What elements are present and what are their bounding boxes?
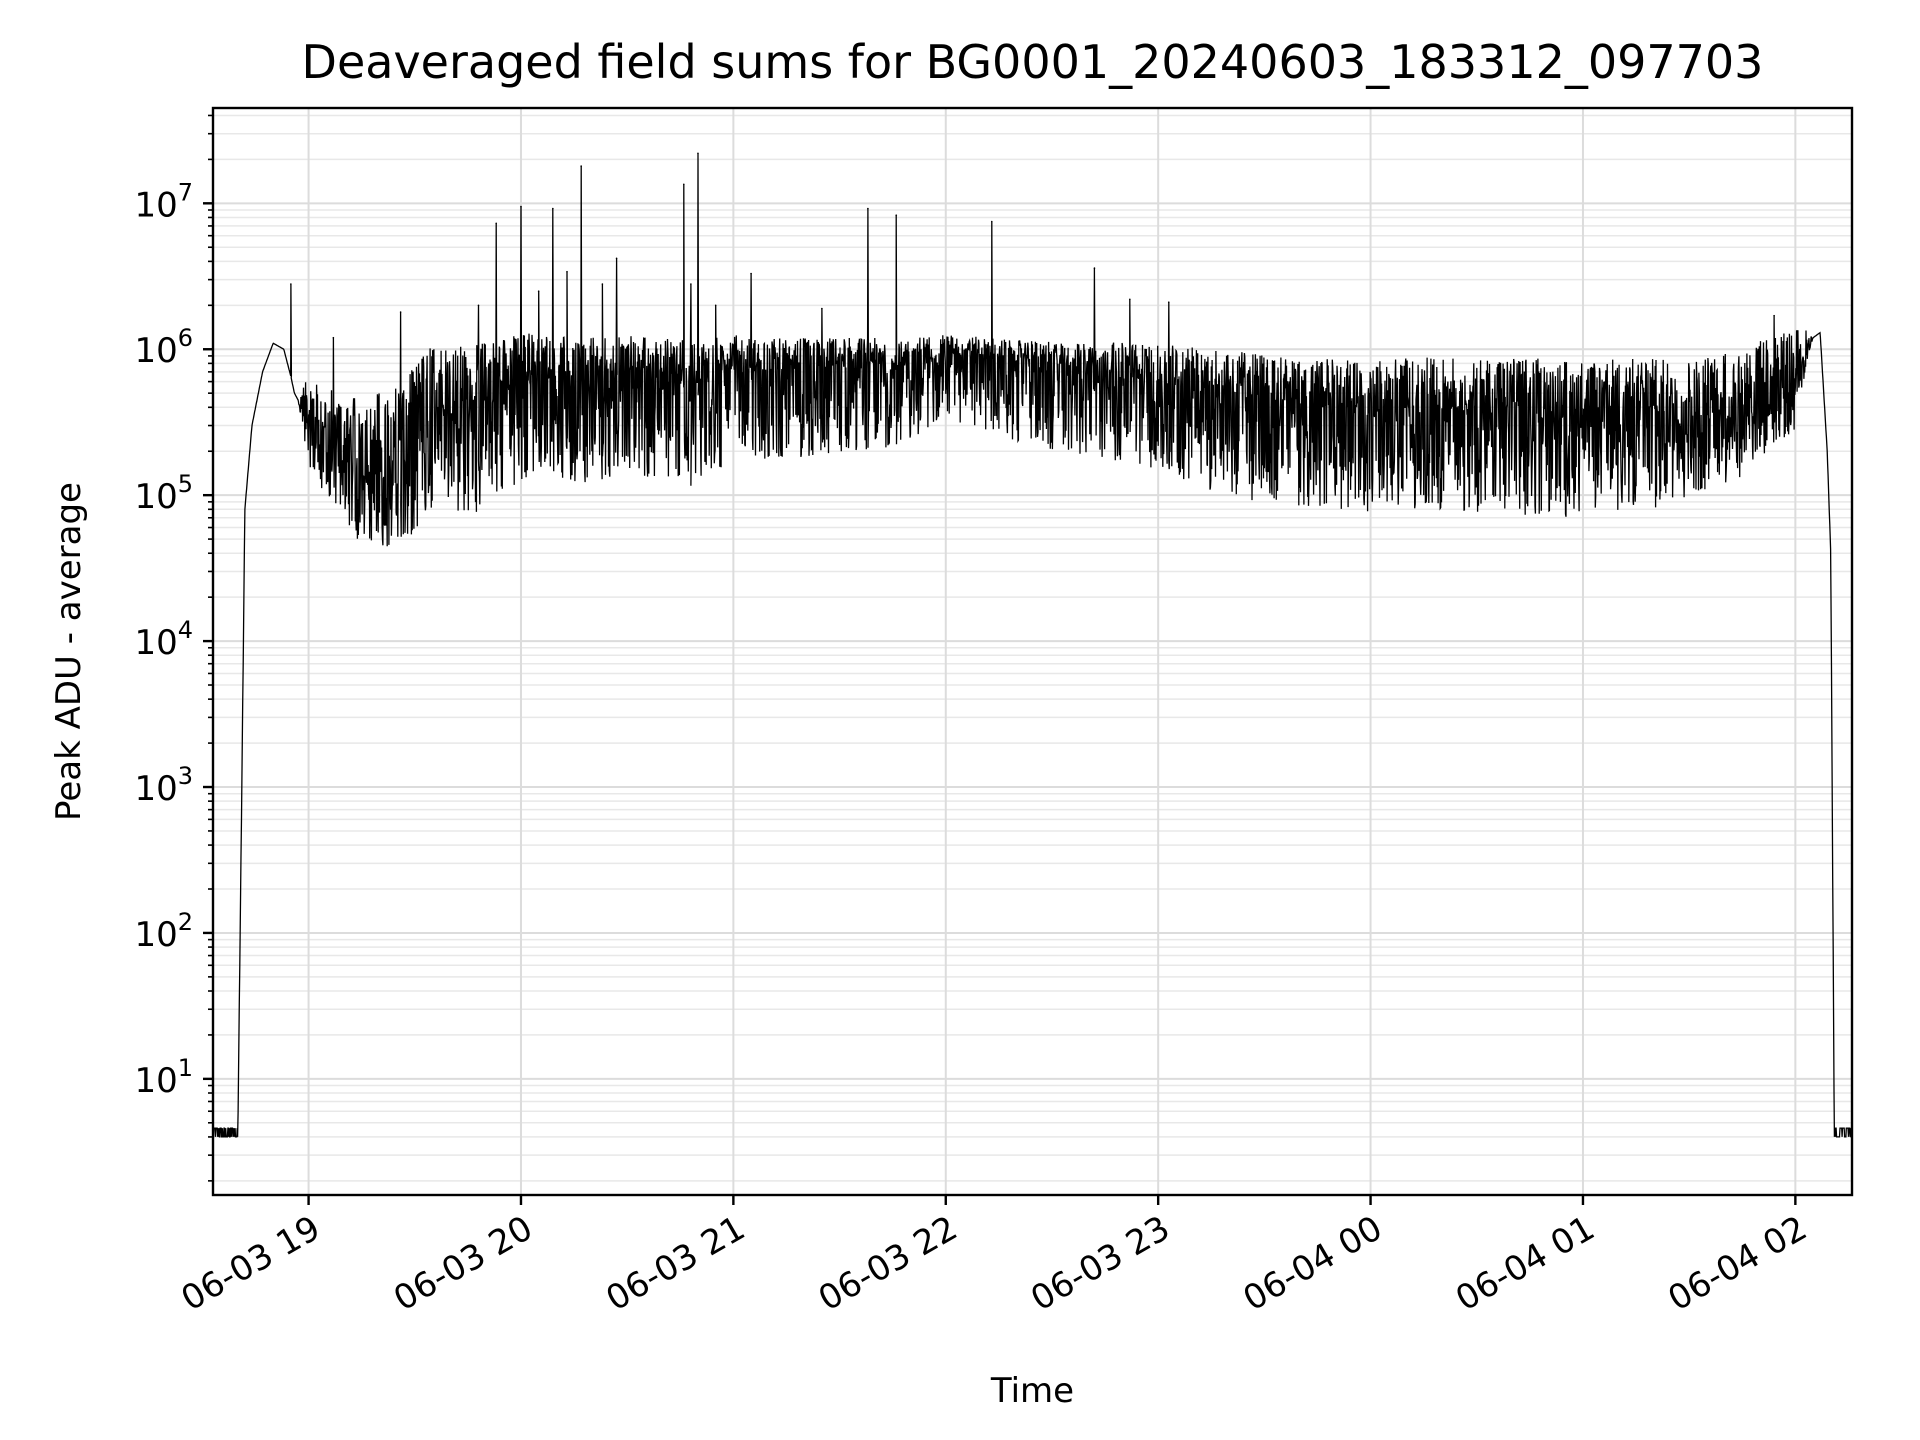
y-axis-label: Peak ADU - average	[49, 482, 89, 821]
y-tick-label-base: 10	[134, 477, 177, 517]
spike-point	[290, 283, 292, 285]
grid	[213, 108, 1852, 1195]
spike-point	[683, 183, 685, 186]
spike-point	[537, 290, 540, 292]
y-tick-label-base: 10	[134, 915, 177, 955]
spike-point	[697, 152, 699, 155]
spike-point	[821, 307, 823, 310]
spike-point	[867, 207, 869, 210]
spike-point	[566, 270, 568, 273]
spike-point	[399, 311, 402, 313]
spike-point	[895, 214, 898, 216]
y-tick-label-base: 10	[134, 185, 177, 225]
y-tick-label: 106	[134, 324, 193, 371]
spike-point	[332, 336, 335, 339]
spike-point	[990, 220, 993, 223]
spike-point	[495, 222, 497, 225]
y-tick-label-base: 10	[134, 769, 177, 809]
y-tick-label: 102	[134, 908, 193, 955]
spike-point	[615, 257, 618, 260]
spike-point	[1773, 314, 1775, 317]
spike-point	[714, 304, 717, 307]
spike-point	[580, 165, 582, 167]
y-tick-label-base: 10	[134, 1061, 177, 1101]
y-tick-label-exponent: 5	[178, 470, 193, 498]
y-tick-label-base: 10	[134, 331, 177, 371]
plot-frame	[211, 106, 1854, 1197]
x-axis-label: Time	[990, 1371, 1074, 1411]
y-tick-label: 103	[134, 762, 193, 809]
y-tick-label-exponent: 3	[178, 762, 193, 790]
y-tick-label-base: 10	[134, 623, 177, 663]
spike-point	[552, 207, 554, 210]
series-line-0	[212, 153, 1853, 1138]
y-tick-label-exponent: 7	[178, 178, 193, 206]
spike-point	[1167, 301, 1170, 304]
spike-point	[1129, 298, 1131, 301]
y-tick-label-exponent: 2	[178, 908, 193, 936]
spike-point	[601, 283, 604, 285]
spike-point	[750, 272, 752, 275]
y-tick-label-exponent: 6	[178, 324, 193, 352]
spike-point	[1093, 267, 1096, 269]
chart-title: Deaveraged field sums for BG0001_2024060…	[302, 35, 1764, 89]
y-tick-label: 105	[134, 470, 193, 517]
y-tick-label: 104	[134, 616, 193, 663]
y-tick-label: 107	[134, 178, 193, 225]
spike-point	[520, 205, 522, 208]
spike-point	[477, 304, 480, 307]
y-tick-label-exponent: 1	[178, 1054, 193, 1082]
y-tick-label-exponent: 4	[178, 616, 193, 644]
y-tick-label: 101	[134, 1054, 193, 1101]
series-layer	[212, 152, 1853, 1138]
spike-point	[690, 283, 692, 285]
